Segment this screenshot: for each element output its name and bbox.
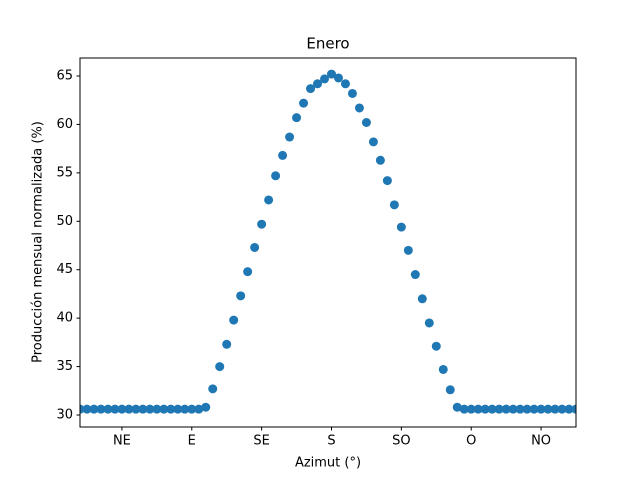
y-tick-label: 30 (56, 407, 73, 422)
x-tick-label: SO (392, 434, 410, 449)
point (278, 150, 288, 160)
point (508, 404, 518, 414)
point (117, 404, 127, 414)
point (264, 195, 274, 205)
x-tick-label: S (327, 434, 335, 449)
point (285, 132, 295, 142)
y-tick-label: 40 (56, 311, 73, 326)
point (180, 404, 190, 414)
point (201, 402, 211, 412)
point (131, 404, 141, 414)
point (466, 404, 476, 414)
point (501, 404, 511, 414)
point (145, 404, 155, 414)
point (313, 79, 323, 89)
point (550, 404, 560, 414)
y-tick-label: 45 (56, 262, 73, 277)
point (403, 245, 413, 255)
point (515, 404, 525, 414)
point (473, 404, 483, 414)
point (243, 267, 253, 277)
point (536, 404, 546, 414)
point (445, 385, 455, 395)
y-tick-label: 65 (56, 69, 73, 84)
y-tick-label: 35 (56, 359, 73, 374)
point (152, 404, 162, 414)
x-tick-label: NO (531, 434, 551, 449)
point (529, 404, 539, 414)
point (368, 137, 378, 147)
point (459, 404, 469, 414)
x-axis-label: Azimut (°) (295, 456, 361, 471)
y-tick-label: 60 (56, 117, 73, 132)
point (340, 79, 350, 89)
x-tick-label: O (466, 434, 476, 449)
points (80, 69, 576, 414)
point (229, 315, 239, 325)
point (250, 242, 260, 252)
point (557, 404, 567, 414)
point (271, 171, 281, 181)
axes-frame (79, 57, 577, 428)
point (159, 404, 169, 414)
point (431, 341, 441, 351)
y-axis-label: Producción mensual normalizada (%) (31, 121, 46, 363)
y-tick-label: 50 (56, 214, 73, 229)
point (138, 404, 148, 414)
point (292, 113, 302, 123)
point (354, 103, 364, 113)
point (417, 294, 427, 304)
x-tick-label: NE (113, 434, 131, 449)
point (215, 362, 225, 372)
point (396, 222, 406, 232)
point (361, 118, 371, 128)
point (299, 98, 309, 108)
point (382, 176, 392, 186)
point (571, 404, 576, 414)
point (424, 318, 434, 328)
point (494, 404, 504, 414)
point (326, 69, 336, 79)
point (89, 404, 99, 414)
point (173, 404, 183, 414)
point (306, 84, 316, 94)
point (257, 219, 267, 229)
point (522, 404, 532, 414)
point (124, 404, 134, 414)
point (438, 364, 448, 374)
point (375, 155, 385, 165)
y-tick-label: 55 (56, 165, 73, 180)
point (166, 404, 176, 414)
point (564, 404, 574, 414)
point (347, 88, 357, 98)
point (389, 200, 399, 210)
chart-title: Enero (306, 35, 349, 53)
point (96, 404, 106, 414)
point (194, 404, 204, 414)
point (82, 404, 92, 414)
x-tick-label: E (188, 434, 196, 449)
point (333, 73, 343, 83)
point (110, 404, 120, 414)
point (410, 270, 420, 280)
point (222, 339, 232, 349)
point (452, 402, 462, 412)
point (187, 404, 197, 414)
point (543, 404, 553, 414)
point (480, 404, 490, 414)
point (236, 291, 246, 301)
point (103, 404, 113, 414)
x-tick-label: SE (253, 434, 269, 449)
point (320, 74, 330, 84)
point (487, 404, 497, 414)
point (208, 384, 218, 394)
